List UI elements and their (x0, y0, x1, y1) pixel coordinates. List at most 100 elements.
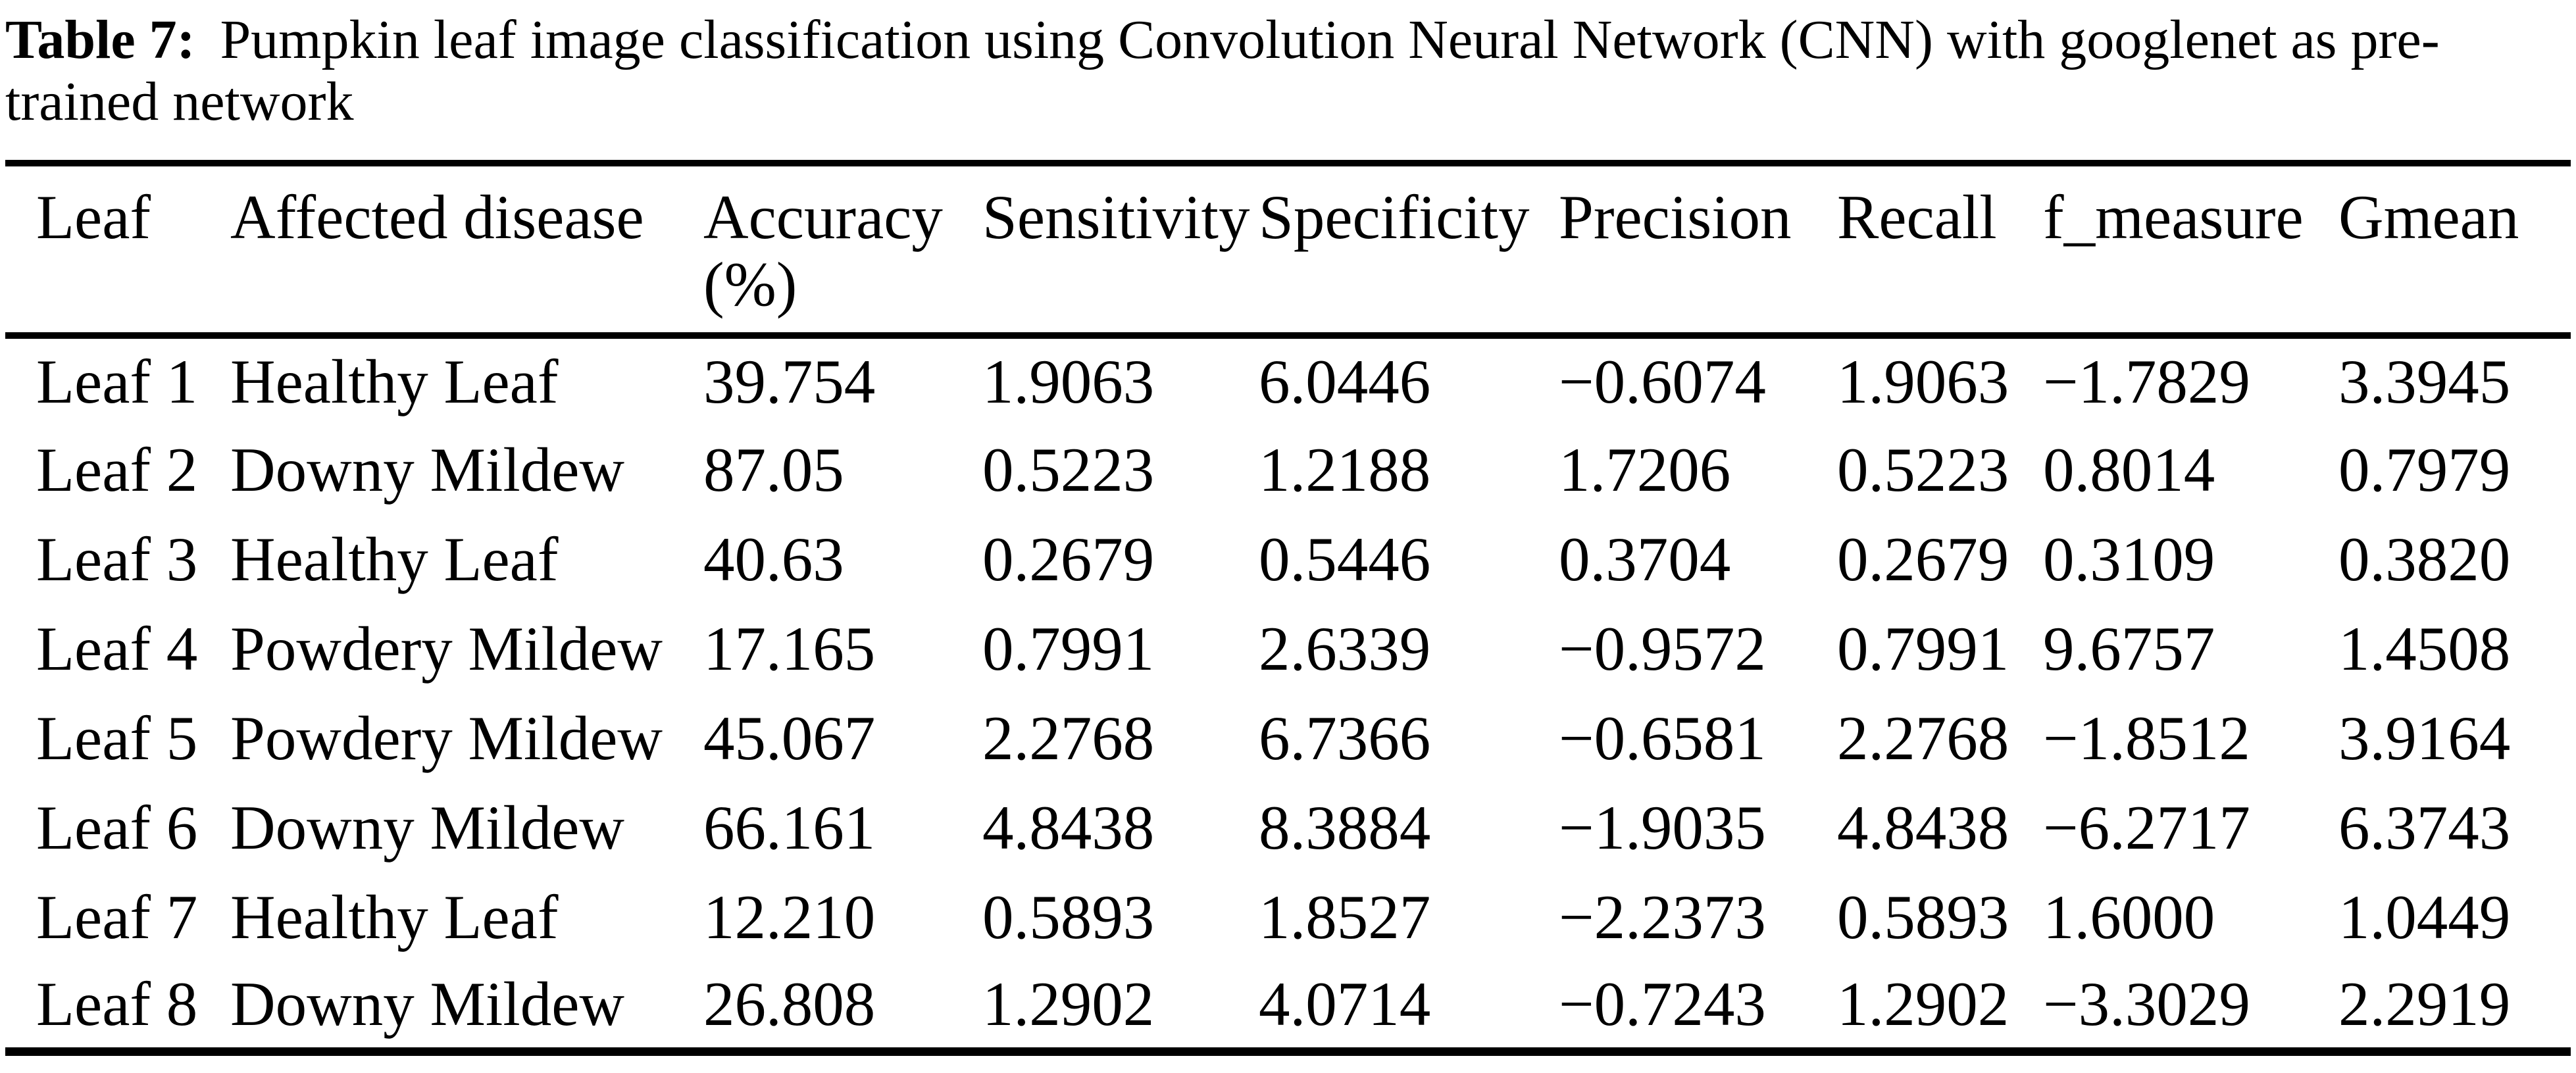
table-row: Leaf 8 Downy Mildew 26.808 1.2902 4.0714… (5, 962, 2571, 1051)
cell-precision: 1.7206 (1559, 425, 1837, 514)
cell-accuracy: 40.63 (703, 514, 982, 604)
cell-value: 0.3820 (2338, 524, 2511, 594)
column-header-accuracy: Accuracy (%) (703, 163, 982, 336)
column-header-recall: Recall (1837, 182, 1997, 252)
cell-value: 3.9164 (2338, 703, 2511, 773)
cell-value: Powdery Mildew (230, 703, 663, 773)
table-row: Leaf 5 Powdery Mildew 45.067 2.2768 6.73… (5, 693, 2571, 783)
cell-value: Leaf 5 (36, 703, 198, 773)
cell-gmean: 3.9164 (2338, 693, 2571, 783)
metrics-table: Leaf Affected disease Accuracy (%) Sensit… (5, 160, 2571, 1056)
cell-value: 0.8014 (2043, 434, 2215, 505)
cell-affected-disease: Powdery Mildew (230, 604, 703, 693)
cell-value: 45.067 (703, 703, 876, 773)
cell-affected-disease: Downy Mildew (230, 962, 703, 1051)
cell-specificity: 1.2188 (1259, 425, 1559, 514)
table-row: Leaf 1 Healthy Leaf 39.754 1.9063 6.0446… (5, 336, 2571, 425)
cell-value: 40.63 (703, 524, 844, 594)
cell-value: 0.5893 (982, 882, 1155, 952)
cell-value: −0.6581 (1559, 703, 1766, 773)
cell-value: Healthy Leaf (230, 524, 559, 594)
cell-sensitivity: 0.7991 (982, 604, 1259, 693)
cell-recall: 1.2902 (1837, 962, 2043, 1051)
cell-gmean: 0.3820 (2338, 514, 2571, 604)
cell-value: 1.9063 (982, 347, 1155, 416)
cell-f-measure: 9.6757 (2043, 604, 2338, 693)
cell-precision: 0.3704 (1559, 514, 1837, 604)
cell-accuracy: 45.067 (703, 693, 982, 783)
cell-value: 1.2902 (1837, 969, 2009, 1039)
cell-precision: −0.7243 (1559, 962, 1837, 1051)
cell-precision: −1.9035 (1559, 783, 1837, 872)
cell-specificity: 2.6339 (1259, 604, 1559, 693)
cell-value: 8.3884 (1259, 792, 1431, 862)
cell-value: 0.2679 (982, 524, 1155, 594)
cell-sensitivity: 0.5893 (982, 872, 1259, 962)
cell-value: 0.5223 (1837, 434, 2009, 505)
cell-specificity: 8.3884 (1259, 783, 1559, 872)
cell-leaf: Leaf 2 (5, 425, 230, 514)
table-row: Leaf 7 Healthy Leaf 12.210 0.5893 1.8527… (5, 872, 2571, 962)
cell-affected-disease: Healthy Leaf (230, 514, 703, 604)
cell-value: 0.7991 (982, 613, 1155, 684)
cell-value: 2.2919 (2338, 969, 2511, 1039)
cell-value: 2.6339 (1259, 613, 1431, 684)
cell-precision: −2.2373 (1559, 872, 1837, 962)
cell-accuracy: 87.05 (703, 425, 982, 514)
cell-value: 0.2679 (1837, 524, 2009, 594)
cell-value: 0.3704 (1559, 524, 1731, 594)
cell-value: 0.5223 (982, 434, 1155, 505)
cell-leaf: Leaf 3 (5, 514, 230, 604)
cell-value: 4.8438 (1837, 792, 2009, 862)
cell-sensitivity: 1.9063 (982, 336, 1259, 425)
cell-f-measure: −3.3029 (2043, 962, 2338, 1051)
cell-leaf: Leaf 1 (5, 336, 230, 425)
cell-value: −3.3029 (2043, 969, 2250, 1039)
cell-specificity: 0.5446 (1259, 514, 1559, 604)
cell-gmean: 3.3945 (2338, 336, 2571, 425)
cell-gmean: 2.2919 (2338, 962, 2571, 1051)
cell-value: Leaf 2 (36, 434, 198, 505)
cell-value: 9.6757 (2043, 613, 2215, 684)
cell-specificity: 1.8527 (1259, 872, 1559, 962)
cell-recall: 0.5893 (1837, 872, 2043, 962)
column-header-f-measure: f_measure (2043, 182, 2304, 252)
cell-affected-disease: Healthy Leaf (230, 872, 703, 962)
cell-value: 26.808 (703, 969, 876, 1039)
cell-f-measure: −6.2717 (2043, 783, 2338, 872)
cell-value: 0.3109 (2043, 524, 2215, 594)
caption-text: Pumpkin leaf image classification using … (220, 9, 2440, 70)
cell-leaf: Leaf 4 (5, 604, 230, 693)
cell-value: Downy Mildew (230, 969, 624, 1039)
cell-leaf: Leaf 7 (5, 872, 230, 962)
cell-value: 1.6000 (2043, 882, 2215, 952)
cell-precision: −0.9572 (1559, 604, 1837, 693)
column-header-precision: Precision (1559, 182, 1792, 252)
cell-sensitivity: 4.8438 (982, 783, 1259, 872)
cell-value: 1.9063 (1837, 347, 2009, 416)
cell-sensitivity: 1.2902 (982, 962, 1259, 1051)
cell-value: Healthy Leaf (230, 882, 559, 952)
cell-value: −1.9035 (1559, 792, 1766, 862)
cell-gmean: 6.3743 (2338, 783, 2571, 872)
cell-accuracy: 39.754 (703, 336, 982, 425)
column-header-leaf: Leaf (36, 182, 151, 252)
cell-value: 0.5446 (1259, 524, 1431, 594)
cell-value: −0.6074 (1559, 347, 1766, 416)
cell-value: −2.2373 (1559, 882, 1766, 952)
cell-value: Downy Mildew (230, 792, 624, 862)
caption-line-1: Table 7: Pumpkin leaf image classificatio… (5, 9, 2440, 71)
cell-specificity: 6.0446 (1259, 336, 1559, 425)
header-row: Leaf Affected disease Accuracy (%) Sensit… (5, 163, 2571, 336)
table-row: Leaf 6 Downy Mildew 66.161 4.8438 8.3884… (5, 783, 2571, 872)
cell-value: 1.2188 (1259, 434, 1431, 505)
table-body: Leaf 1 Healthy Leaf 39.754 1.9063 6.0446… (5, 336, 2571, 1051)
cell-f-measure: −1.7829 (2043, 336, 2338, 425)
cell-specificity: 6.7366 (1259, 693, 1559, 783)
cell-value: −1.8512 (2043, 703, 2250, 773)
cell-value: 0.7991 (1837, 613, 2009, 684)
table-row: Leaf 4 Powdery Mildew 17.165 0.7991 2.63… (5, 604, 2571, 693)
cell-value: 2.2768 (1837, 703, 2009, 773)
cell-f-measure: 0.3109 (2043, 514, 2338, 604)
cell-recall: 0.2679 (1837, 514, 2043, 604)
